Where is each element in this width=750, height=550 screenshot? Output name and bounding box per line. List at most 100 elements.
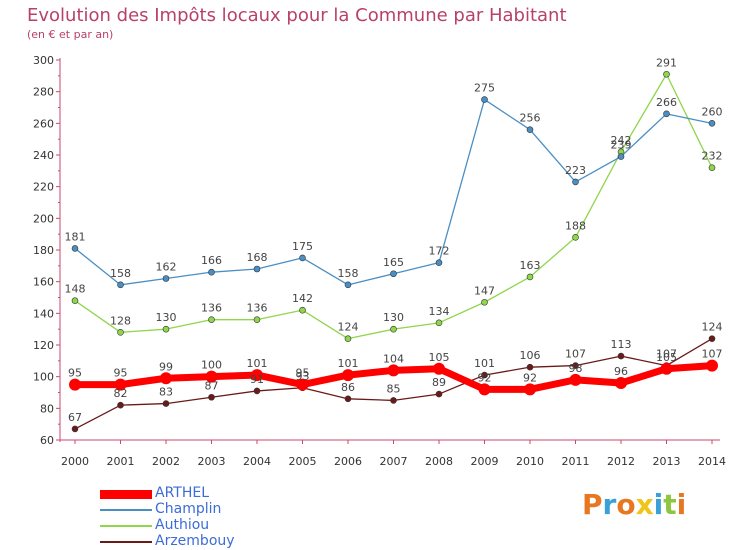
data-label: 163: [520, 259, 541, 272]
data-label: 260: [702, 105, 723, 118]
data-point: [572, 178, 579, 186]
data-point: [524, 383, 536, 396]
data-point: [435, 259, 443, 266]
data-point: [387, 364, 400, 377]
data-label: 242: [611, 134, 632, 147]
data-point: [296, 378, 309, 391]
y-tick-label: 60: [40, 434, 54, 447]
data-point: [69, 378, 81, 391]
data-label: 188: [565, 219, 586, 232]
data-point: [71, 245, 79, 252]
data-label: 124: [702, 321, 723, 334]
data-point: [162, 400, 170, 407]
data-label: 223: [565, 164, 586, 177]
data-label: 124: [338, 321, 359, 334]
x-tick-label: 2007: [380, 455, 408, 468]
data-point: [660, 362, 673, 375]
data-label: 83: [159, 386, 173, 399]
data-label: 95: [68, 367, 82, 380]
x-tick-label: 2012: [607, 455, 635, 468]
logo-letter: i: [676, 488, 687, 521]
data-label: 101: [474, 357, 495, 370]
data-point: [617, 352, 625, 360]
data-label: 291: [656, 56, 677, 69]
data-label: 239: [611, 139, 632, 152]
data-point: [617, 153, 625, 160]
data-label: 100: [201, 359, 222, 372]
y-tick-label: 220: [33, 181, 54, 194]
data-label: 95: [296, 367, 310, 380]
data-label: 256: [520, 112, 541, 125]
data-point: [208, 393, 215, 401]
data-point: [344, 395, 352, 403]
data-point: [253, 265, 261, 273]
data-label: 93: [296, 370, 310, 383]
data-point: [71, 297, 79, 304]
x-tick-label: 2009: [471, 455, 499, 468]
data-label: 107: [702, 348, 723, 361]
data-label: 82: [114, 387, 128, 400]
x-tick-label: 2004: [243, 455, 271, 468]
legend-label: Authiou: [155, 517, 210, 533]
data-point: [160, 372, 172, 385]
data-label: 92: [478, 371, 492, 384]
legend-label: ARTHEL: [155, 485, 210, 501]
data-point: [481, 298, 488, 306]
data-point: [205, 370, 218, 383]
logo-letter: i: [653, 488, 664, 521]
data-point: [208, 316, 215, 323]
data-label: 105: [656, 351, 677, 364]
data-label: 158: [338, 267, 359, 280]
data-label: 85: [387, 382, 401, 395]
data-label: 107: [656, 348, 677, 361]
data-point: [253, 387, 261, 395]
data-label: 89: [432, 376, 446, 389]
y-tick-label: 200: [33, 212, 54, 225]
data-point: [299, 254, 306, 262]
y-tick-label: 120: [33, 339, 54, 352]
data-label: 136: [247, 302, 268, 315]
data-label: 98: [569, 362, 583, 375]
data-label: 96: [614, 365, 628, 378]
y-tick-label: 240: [33, 149, 54, 162]
data-point: [481, 96, 488, 103]
logo-letter: P: [582, 488, 603, 521]
data-label: 181: [65, 230, 86, 243]
data-point: [615, 377, 627, 389]
data-label: 275: [474, 82, 495, 95]
x-tick-label: 2003: [198, 455, 226, 468]
chart-title: Evolution des Impôts locaux pour la Comm…: [27, 5, 567, 26]
data-point: [344, 281, 352, 289]
data-label: 168: [247, 251, 268, 264]
data-label: 99: [159, 360, 173, 373]
data-point: [117, 401, 124, 409]
legend-swatch: [100, 490, 152, 499]
legend-label: Champlin: [155, 501, 222, 517]
x-tick-label: 2011: [562, 455, 590, 468]
x-tick-label: 2006: [334, 455, 362, 468]
x-tick-label: 2013: [653, 455, 681, 468]
y-tick-label: 100: [33, 371, 54, 384]
data-point: [526, 273, 534, 281]
data-point: [344, 335, 352, 342]
data-label: 165: [383, 256, 404, 269]
data-label: 113: [611, 338, 632, 351]
data-point: [162, 275, 170, 282]
x-tick-label: 2010: [516, 455, 544, 468]
x-tick-label: 2001: [107, 455, 135, 468]
data-label: 266: [656, 96, 677, 109]
data-label: 136: [201, 302, 222, 315]
legend-swatch: [100, 525, 152, 527]
data-point: [433, 362, 445, 375]
data-point: [708, 120, 716, 127]
y-tick-label: 80: [40, 402, 54, 415]
data-point: [481, 371, 488, 379]
data-label: 101: [338, 357, 359, 370]
data-label: 175: [292, 240, 313, 253]
data-point: [253, 316, 261, 323]
data-label: 147: [474, 284, 495, 297]
logo-letter: x: [635, 488, 654, 521]
x-tick-label: 2000: [61, 455, 89, 468]
